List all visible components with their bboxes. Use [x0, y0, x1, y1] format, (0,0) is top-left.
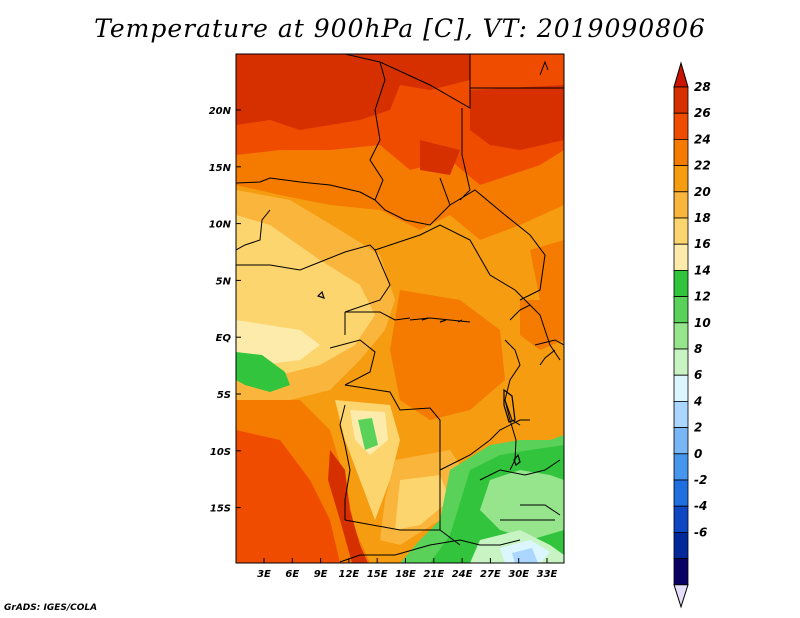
lon-tick-label: 6E	[285, 569, 299, 580]
credit-label: GrADS: IGES/COLA	[4, 603, 98, 613]
colorbar-label: 26	[694, 106, 711, 120]
colorbar-swatch	[673, 217, 689, 245]
colorbar-label: 0	[694, 447, 702, 461]
colorbar-swatch	[673, 86, 689, 114]
colorbar-swatch	[673, 322, 689, 350]
colorbar-label: 12	[694, 290, 711, 304]
colorbar-label: 24	[694, 132, 711, 146]
lon-tick-label: 33E	[537, 569, 558, 580]
colorbar-label: 28	[694, 80, 711, 94]
colorbar-label: 18	[694, 211, 711, 225]
colorbar-swatch	[673, 453, 689, 481]
lon-tick-label: 3E	[257, 569, 271, 580]
colorbar-label: -6	[694, 525, 707, 539]
longitude-axis: 3E 6E 9E 12E 15E 18E 21E 24E 27E 30E 33E	[257, 558, 558, 580]
colorbar-swatch	[673, 191, 689, 219]
colorbar-swatch	[673, 296, 689, 324]
lon-tick-label: 24E	[452, 569, 473, 580]
colorbar-swatch	[673, 138, 689, 166]
lon-tick-label: 12E	[339, 569, 360, 580]
map-title: Temperature at 900hPa [C], VT: 201909080…	[94, 14, 706, 43]
colorbar-label: 4	[693, 394, 702, 408]
lat-tick-label: 15N	[209, 163, 232, 174]
map-frame	[235, 53, 565, 564]
colorbar-swatch	[673, 558, 689, 586]
colorbar-swatch	[673, 532, 689, 560]
lat-tick-label: EQ	[216, 333, 232, 344]
colorbar-swatch	[673, 479, 689, 507]
lakes	[316, 290, 521, 466]
colorbar-swatch	[673, 112, 689, 140]
lon-tick-label: 30E	[508, 569, 529, 580]
country-borders	[236, 54, 564, 563]
colorbar-swatch	[673, 165, 689, 193]
colorbar-label: -4	[694, 499, 707, 513]
colorbar-swatch	[673, 269, 689, 297]
lat-tick-label: 15S	[210, 504, 231, 515]
lat-tick-label: 10S	[210, 447, 231, 458]
colorbar-swatch	[673, 374, 689, 402]
colorbar-label: 2	[694, 421, 702, 435]
colorbar-label: 8	[694, 342, 702, 356]
lon-tick-label: 27E	[480, 569, 501, 580]
colorbar-label: 20	[694, 185, 711, 199]
colorbar-label: 22	[694, 159, 711, 173]
colorbar-top-arrow	[673, 61, 689, 88]
colorbar-label: 6	[694, 368, 702, 382]
lat-tick-label: 20N	[209, 106, 232, 117]
lon-tick-label: 9E	[314, 569, 328, 580]
colorbar-label: 14	[694, 263, 711, 277]
lat-tick-label: 5N	[216, 276, 232, 287]
colorbar-bottom-arrow	[673, 584, 689, 609]
lon-tick-label: 15E	[367, 569, 388, 580]
lon-tick-label: 21E	[423, 569, 444, 580]
colorbar-swatch	[673, 243, 689, 271]
temperature-field	[236, 54, 564, 563]
lat-tick-label: 5S	[217, 390, 231, 401]
lat-tick-label: 10N	[209, 220, 232, 231]
colorbar-swatch	[673, 400, 689, 428]
colorbar-swatch	[673, 427, 689, 455]
colorbar-label: 10	[694, 316, 711, 330]
lon-tick-label: 18E	[395, 569, 416, 580]
colorbar-label: -2	[694, 473, 707, 487]
latitude-axis: 20N 15N 10N 5N EQ 5S 10S 15S	[209, 106, 241, 515]
colorbar-label: 16	[694, 237, 711, 251]
colorbar-swatch	[673, 348, 689, 376]
colorbar-swatch	[673, 505, 689, 533]
